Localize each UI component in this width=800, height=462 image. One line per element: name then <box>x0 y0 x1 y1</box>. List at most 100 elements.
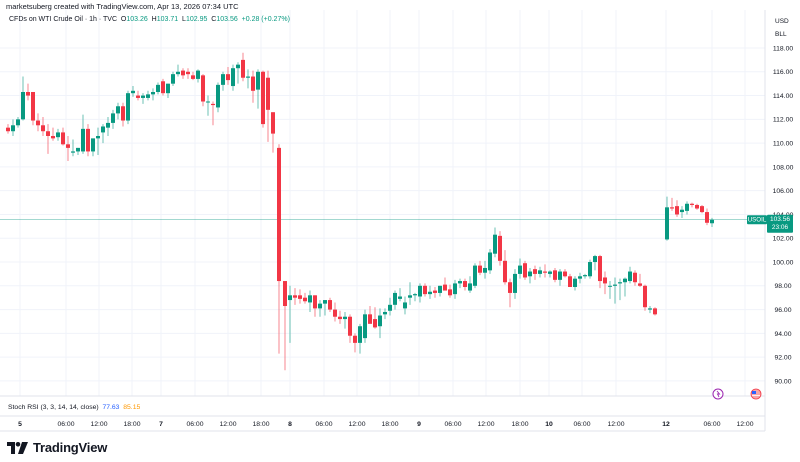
time-tick-label: 18:00 <box>511 421 528 428</box>
time-tick-label: 06:00 <box>315 421 332 428</box>
candle <box>553 267 557 283</box>
candle <box>598 254 602 289</box>
price-tick-label: 96.00 <box>774 307 791 314</box>
us-flag-event-icon[interactable] <box>750 388 762 400</box>
candle <box>363 309 367 343</box>
symbol-legend: CFDs on WTI Crude Oil · 1h · TVC O103.26… <box>9 16 290 23</box>
low-value: 102.95 <box>185 16 208 23</box>
candle <box>101 124 105 144</box>
candle <box>91 138 95 157</box>
candle <box>388 297 392 316</box>
candle <box>478 260 482 276</box>
candle <box>116 102 120 120</box>
candle <box>231 64 235 91</box>
candle <box>643 284 647 311</box>
candle <box>695 203 699 210</box>
candle <box>438 285 442 297</box>
candle <box>608 281 612 299</box>
candle <box>428 285 432 299</box>
price-change: +0.28 (+0.27%) <box>241 16 290 23</box>
chart-grid <box>0 10 765 396</box>
candle <box>493 227 497 258</box>
candle <box>221 71 225 91</box>
candle <box>705 208 709 226</box>
candle <box>266 70 270 142</box>
high-value: 103.71 <box>156 16 179 23</box>
candle <box>111 109 115 129</box>
candle <box>680 206 684 219</box>
time-tick-label: 18:00 <box>381 421 398 428</box>
candle <box>378 308 382 339</box>
candle <box>603 271 607 295</box>
candle <box>418 283 422 303</box>
candle <box>513 269 517 299</box>
price-tick-label: 92.00 <box>774 355 791 362</box>
candle <box>293 288 297 305</box>
time-tick-label: 12:00 <box>607 421 624 428</box>
candle <box>403 296 407 315</box>
candle <box>136 90 140 101</box>
candle <box>700 204 704 214</box>
event-icon-earnings[interactable] <box>712 388 724 400</box>
candle <box>226 67 230 85</box>
time-tick-label: 7 <box>159 421 163 428</box>
candle <box>578 272 582 284</box>
candle <box>623 277 627 297</box>
price-tick-label: 116.00 <box>773 69 794 76</box>
tradingview-logo-text: TradingView <box>33 440 108 455</box>
candle <box>277 144 281 354</box>
candle <box>648 306 652 314</box>
candle <box>246 69 250 89</box>
unit-label[interactable]: BLL <box>775 31 787 38</box>
time-axis[interactable]: 5 06:00 12:00 18:00 7 06:00 12:00 18:00 8 06:00 12… <box>18 421 754 428</box>
candle <box>283 281 287 371</box>
candle <box>710 217 714 227</box>
price-tick-label: 110.00 <box>773 141 794 148</box>
candle <box>81 114 85 154</box>
candle <box>685 201 689 215</box>
candle <box>16 116 20 128</box>
candle <box>211 101 215 126</box>
candle <box>131 86 135 97</box>
candle <box>66 135 70 161</box>
price-tick-label: 106.00 <box>773 188 794 195</box>
stoch-rsi-legend: Stoch RSI (3, 3, 14, 14, close) 77.63 85… <box>8 404 140 411</box>
candle <box>181 68 185 79</box>
candle <box>488 248 492 274</box>
candle <box>458 278 462 289</box>
time-tick-label: 06:00 <box>186 421 203 428</box>
candle <box>328 297 332 312</box>
candle <box>26 83 30 101</box>
candle <box>665 196 669 241</box>
candle <box>528 267 532 284</box>
candle <box>46 124 50 154</box>
time-tick-label: 9 <box>417 421 421 428</box>
candle <box>256 69 260 109</box>
symbol-description[interactable]: CFDs on WTI Crude Oil · 1h · TVC <box>9 16 118 23</box>
candle <box>171 71 175 87</box>
candle <box>618 278 622 301</box>
candle <box>413 292 417 302</box>
indicator-name[interactable]: Stoch RSI (3, 3, 14, 14, close) <box>8 404 99 411</box>
tradingview-logo[interactable]: TradingView <box>7 440 107 455</box>
candle <box>593 254 597 271</box>
candle <box>533 265 537 280</box>
candle <box>358 323 362 354</box>
price-tick-label: 90.00 <box>774 378 791 385</box>
close-label: C <box>211 16 217 23</box>
candle <box>288 285 292 343</box>
candle <box>473 263 477 289</box>
time-tick-label: 18:00 <box>252 421 269 428</box>
candle <box>323 300 327 316</box>
open-value: 103.26 <box>126 16 148 23</box>
time-tick-label: 10 <box>545 421 553 428</box>
currency-label[interactable]: USD <box>775 18 789 25</box>
candle <box>523 260 527 280</box>
candle <box>156 82 160 95</box>
open-label: O <box>120 16 127 23</box>
candle <box>633 270 637 286</box>
candle <box>206 95 210 116</box>
candle <box>313 295 317 317</box>
candle <box>121 102 125 127</box>
